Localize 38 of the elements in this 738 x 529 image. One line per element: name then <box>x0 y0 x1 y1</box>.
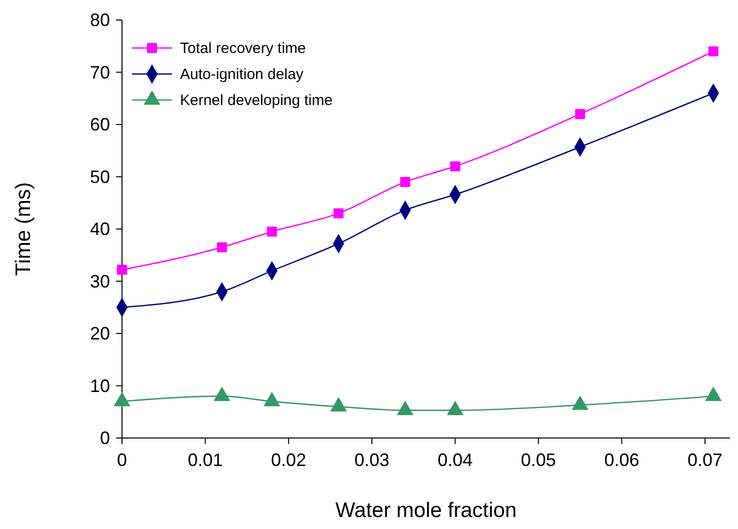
y-tick-label: 40 <box>90 219 110 239</box>
point <box>214 386 230 402</box>
point <box>705 386 722 402</box>
point <box>450 161 460 172</box>
legend-label: Auto-ignition delay <box>180 66 304 83</box>
point <box>396 400 414 416</box>
x-axis-title: Water mole fraction <box>335 499 517 522</box>
y-tick-label: 30 <box>90 271 110 292</box>
point <box>572 395 588 410</box>
x-tick-label: 0.06 <box>604 450 640 470</box>
point <box>216 242 227 252</box>
point <box>266 226 277 237</box>
point <box>446 400 464 416</box>
y-tick-label: 0 <box>100 428 110 448</box>
legend-label: Total recovery time <box>180 40 306 57</box>
point <box>575 109 586 120</box>
legend-label: Kernel developing time <box>180 92 333 109</box>
y-tick-label: 60 <box>90 114 110 134</box>
point <box>117 264 127 275</box>
y-tick-label: 10 <box>90 376 110 396</box>
y-tick-label: 80 <box>90 10 110 30</box>
x-tick-label: 0.02 <box>271 450 306 470</box>
x-tick-label: 0 <box>116 450 128 470</box>
x-tick-label: 0.01 <box>188 450 223 470</box>
point <box>400 176 410 187</box>
y-axis-title: Time (ms) <box>12 182 35 276</box>
x-tick-label: 0.07 <box>687 450 723 470</box>
x-tick-label: 0.03 <box>354 450 390 470</box>
x-tick-label: 0.04 <box>438 450 473 470</box>
point <box>708 46 718 56</box>
y-tick-label: 70 <box>90 62 110 82</box>
point <box>330 397 347 412</box>
y-tick-label: 50 <box>90 166 110 187</box>
point <box>334 208 344 218</box>
y-tick-label: 20 <box>90 324 110 344</box>
x-tick-label: 0.05 <box>520 450 556 470</box>
point <box>114 392 130 406</box>
point <box>264 392 280 406</box>
